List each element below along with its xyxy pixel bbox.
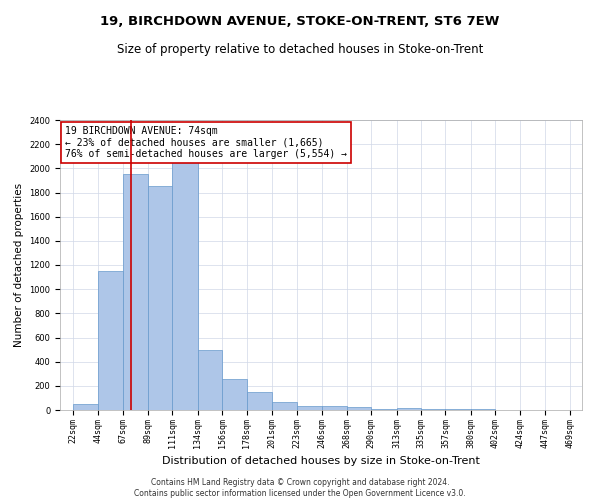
Bar <box>124 174 148 410</box>
Text: 19 BIRCHDOWN AVENUE: 74sqm
← 23% of detached houses are smaller (1,665)
76% of s: 19 BIRCHDOWN AVENUE: 74sqm ← 23% of deta… <box>65 126 347 159</box>
Text: Contains HM Land Registry data © Crown copyright and database right 2024.
Contai: Contains HM Land Registry data © Crown c… <box>134 478 466 498</box>
Bar <box>73 404 98 410</box>
Y-axis label: Number of detached properties: Number of detached properties <box>14 183 23 347</box>
Bar <box>272 402 296 410</box>
Bar <box>247 392 272 410</box>
Text: 19, BIRCHDOWN AVENUE, STOKE-ON-TRENT, ST6 7EW: 19, BIRCHDOWN AVENUE, STOKE-ON-TRENT, ST… <box>100 15 500 28</box>
Bar <box>98 271 124 410</box>
Bar <box>198 350 222 410</box>
Bar <box>148 186 172 410</box>
Bar <box>172 156 198 410</box>
Bar <box>296 406 322 410</box>
Bar <box>222 378 247 410</box>
Bar <box>371 409 397 410</box>
Bar <box>322 406 347 410</box>
Bar <box>347 407 371 410</box>
Bar <box>397 408 421 410</box>
Bar <box>421 409 445 410</box>
X-axis label: Distribution of detached houses by size in Stoke-on-Trent: Distribution of detached houses by size … <box>162 456 480 466</box>
Text: Size of property relative to detached houses in Stoke-on-Trent: Size of property relative to detached ho… <box>117 42 483 56</box>
